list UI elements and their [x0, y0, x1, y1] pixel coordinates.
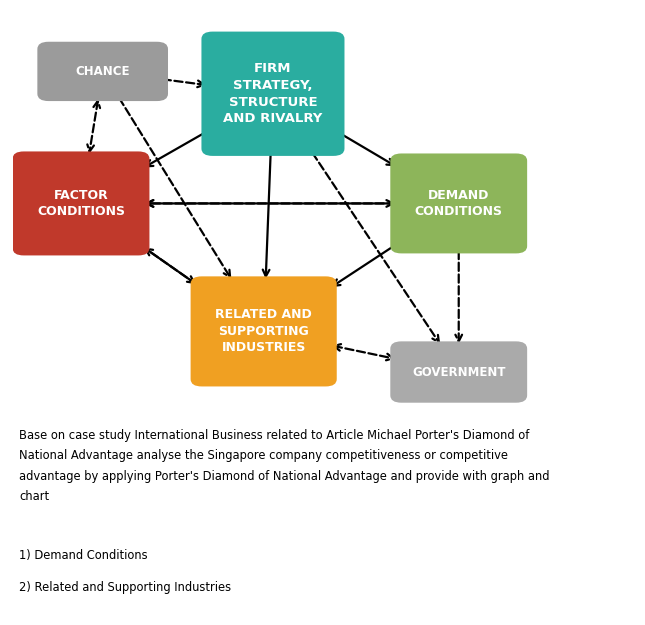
- FancyBboxPatch shape: [37, 42, 168, 101]
- FancyBboxPatch shape: [201, 32, 344, 156]
- Text: CHANCE: CHANCE: [75, 65, 130, 78]
- Text: 1) Demand Conditions: 1) Demand Conditions: [19, 549, 148, 562]
- Text: FIRM
STRATEGY,
STRUCTURE
AND RIVALRY: FIRM STRATEGY, STRUCTURE AND RIVALRY: [223, 62, 322, 125]
- Text: GOVERNMENT: GOVERNMENT: [412, 366, 506, 379]
- Text: FACTOR
CONDITIONS: FACTOR CONDITIONS: [37, 189, 125, 218]
- Text: 2) Related and Supporting Industries: 2) Related and Supporting Industries: [19, 581, 231, 594]
- Text: DEMAND
CONDITIONS: DEMAND CONDITIONS: [415, 189, 502, 218]
- FancyBboxPatch shape: [390, 341, 527, 402]
- Text: RELATED AND
SUPPORTING
INDUSTRIES: RELATED AND SUPPORTING INDUSTRIES: [215, 308, 312, 354]
- FancyBboxPatch shape: [191, 276, 337, 386]
- FancyBboxPatch shape: [13, 151, 150, 256]
- Text: Base on case study International Business related to Article Michael Porter's Di: Base on case study International Busines…: [19, 429, 550, 504]
- FancyBboxPatch shape: [390, 154, 527, 253]
